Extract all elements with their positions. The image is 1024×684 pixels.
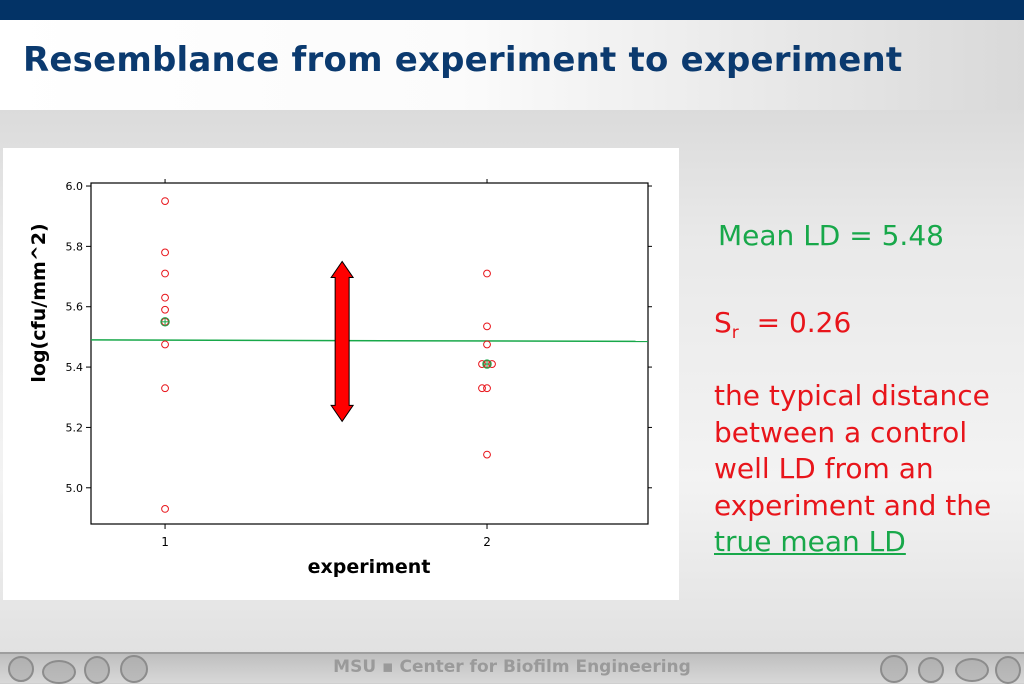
x-axis-label: experiment xyxy=(308,556,431,578)
sr-text: Sr = 0.26 xyxy=(714,305,851,352)
top-accent-bar xyxy=(0,0,1024,20)
y-axis-ticks: 5.0 5.2 5.4 5.6 5.8 6.0 xyxy=(66,180,652,495)
y-tick-label: 5.2 xyxy=(66,421,84,434)
data-point xyxy=(483,322,491,331)
group-means xyxy=(160,317,492,369)
x-tick-label: 1 xyxy=(161,535,169,549)
chart-axes xyxy=(90,182,649,525)
data-points xyxy=(161,197,496,513)
data-point xyxy=(161,293,169,302)
mean-line-layer xyxy=(90,339,649,343)
footer-text: MSU ▪ Center for Biofilm Engineering xyxy=(333,657,691,677)
decorative-cell-image xyxy=(955,658,989,682)
data-point xyxy=(161,269,169,278)
decorative-cell-image xyxy=(918,657,944,683)
decorative-cell-image xyxy=(8,656,34,682)
y-tick-label: 5.8 xyxy=(66,240,84,253)
sr-value: = 0.26 xyxy=(756,306,852,339)
plot-frame xyxy=(90,182,649,525)
double-headed-arrow xyxy=(330,260,355,423)
true-mean-ld-link: true mean LD xyxy=(714,525,906,558)
data-point xyxy=(161,248,169,257)
group-mean-marker xyxy=(160,317,170,327)
data-point xyxy=(483,450,491,459)
decorative-cell-image xyxy=(84,656,110,684)
y-tick-label: 6.0 xyxy=(66,180,84,193)
data-point xyxy=(161,340,169,349)
sr-subscript: r xyxy=(731,323,739,343)
data-point xyxy=(483,340,491,349)
y-tick-label: 5.4 xyxy=(66,361,84,374)
title-band xyxy=(0,20,1024,110)
data-point xyxy=(478,384,486,393)
decorative-cell-image xyxy=(120,655,148,683)
data-point xyxy=(161,305,169,314)
description-text: the typical distance between a control w… xyxy=(714,378,1014,561)
decorative-cell-image xyxy=(880,655,908,683)
y-axis-label: log(cfu/mm^2) xyxy=(28,223,50,382)
y-tick-label: 5.0 xyxy=(66,482,84,495)
data-point xyxy=(161,197,169,206)
grand-mean-line xyxy=(90,339,649,343)
arrow-layer xyxy=(330,260,355,423)
sr-symbol: S xyxy=(714,306,732,339)
data-point xyxy=(161,384,169,393)
mean-ld-text: Mean LD = 5.48 xyxy=(718,219,944,252)
slide-title: Resemblance from experiment to experimen… xyxy=(23,40,903,80)
data-point xyxy=(483,269,491,278)
x-tick-label: 2 xyxy=(483,535,491,549)
footer-divider xyxy=(0,652,1024,654)
footer-band xyxy=(0,652,1024,683)
data-point xyxy=(161,505,169,513)
description-main: the typical distance between a control w… xyxy=(714,379,992,522)
data-point xyxy=(483,384,491,393)
y-tick-label: 5.6 xyxy=(66,301,84,314)
group-mean-marker xyxy=(482,359,492,369)
